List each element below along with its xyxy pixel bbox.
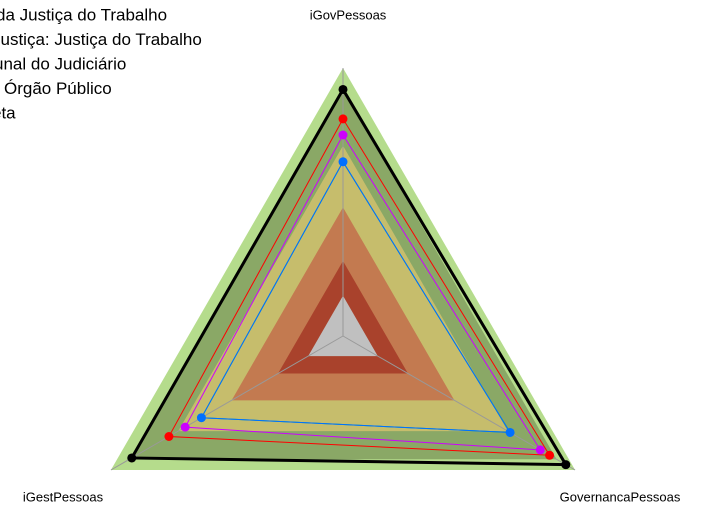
point — [338, 130, 348, 140]
axis-label: iGestPessoas — [23, 489, 104, 504]
legend-label: unal do Judiciário — [0, 54, 126, 73]
point — [164, 432, 174, 441]
point — [196, 413, 206, 423]
point — [561, 460, 571, 470]
series-line — [200, 160, 512, 434]
point — [535, 445, 545, 455]
axis-label: GovernancaPessoas — [560, 489, 681, 504]
legend-label: Órgão Público — [4, 79, 112, 98]
point — [505, 427, 515, 437]
axis-line — [110, 335, 344, 471]
point — [338, 157, 348, 167]
legend-label: eta — [0, 103, 16, 122]
series-line — [129, 86, 569, 467]
legend-label: Justiça: Justiça do Trabalho — [0, 30, 202, 49]
point — [127, 453, 137, 463]
point — [338, 84, 348, 94]
point — [545, 450, 555, 460]
point — [180, 422, 190, 432]
series-line — [184, 134, 542, 451]
axis-label: iGovPessoas — [310, 7, 387, 22]
point — [338, 114, 348, 124]
legend-label: da Justiça do Trabalho — [0, 5, 167, 24]
series-line — [168, 117, 551, 456]
